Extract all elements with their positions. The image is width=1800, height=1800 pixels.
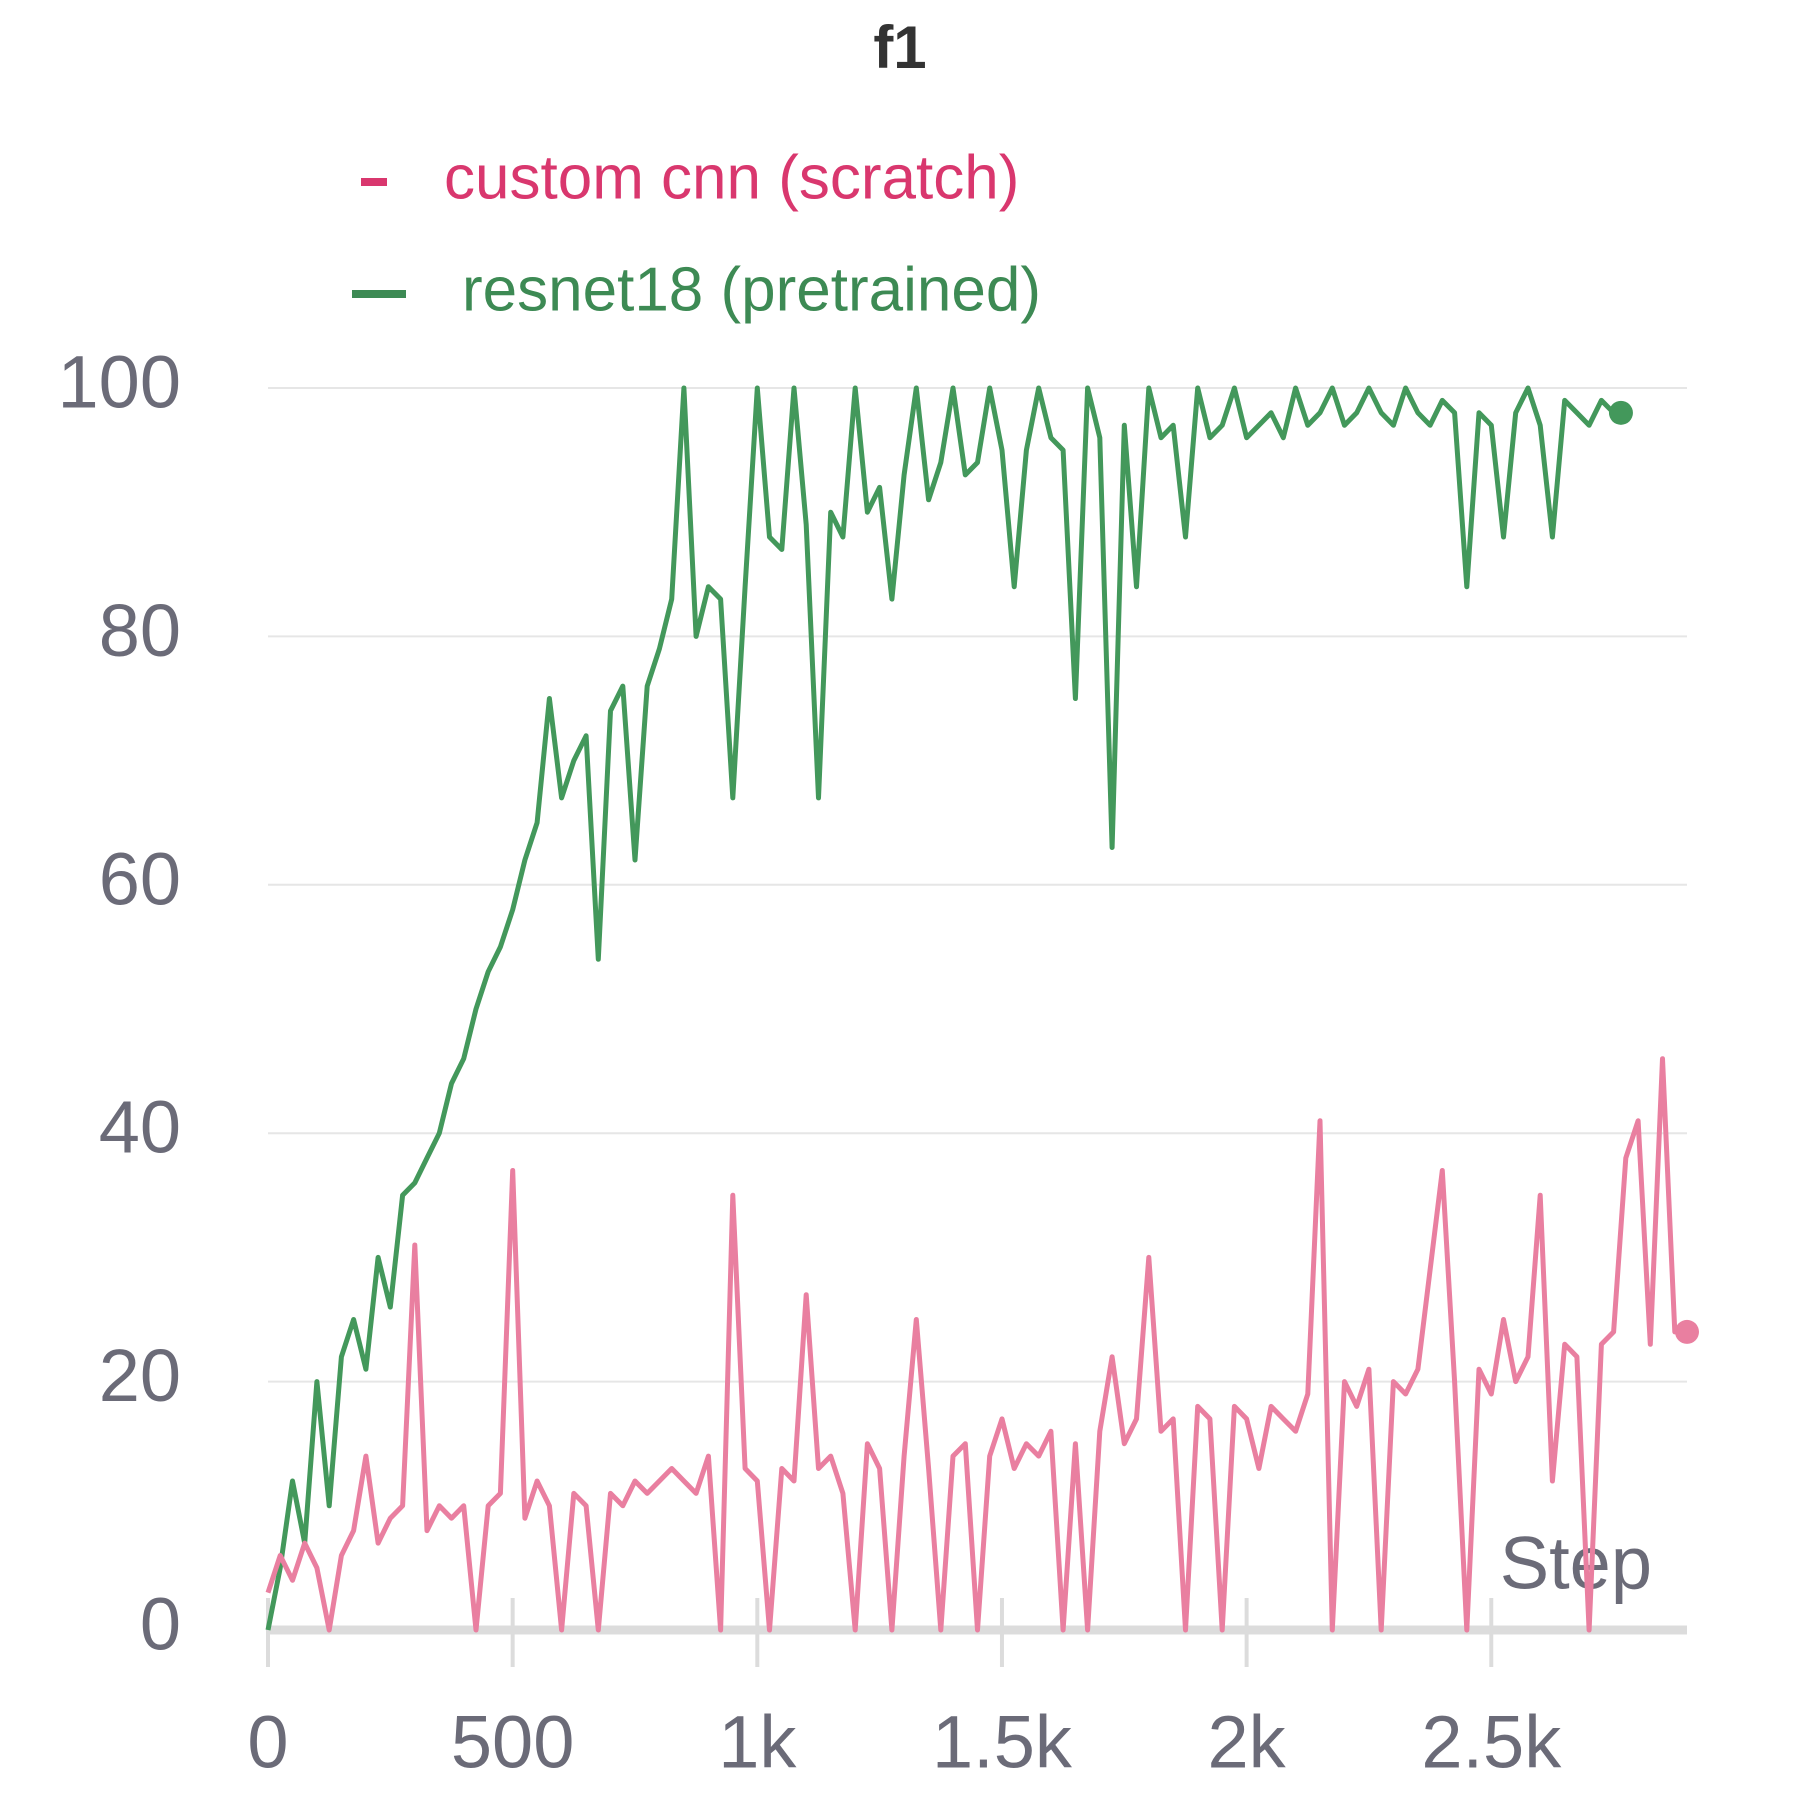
y-tick-label: 80 bbox=[99, 589, 181, 672]
y-tick-label: 20 bbox=[99, 1334, 181, 1417]
series-line bbox=[265, 385, 1621, 1631]
end-point bbox=[1675, 1319, 1699, 1344]
y-tick-label: 60 bbox=[99, 837, 181, 920]
y-tick-label: 0 bbox=[140, 1583, 181, 1666]
series-line bbox=[265, 1056, 1687, 1633]
x-tick-label: 1k bbox=[718, 1701, 797, 1784]
legend-label: custom cnn (scratch) bbox=[444, 143, 1019, 212]
legend-label: resnet18 (pretrained) bbox=[462, 255, 1041, 324]
x-tick-label: 0 bbox=[247, 1701, 288, 1784]
y-tick-label: 40 bbox=[99, 1086, 181, 1169]
x-tick-label: 2.5k bbox=[1421, 1701, 1562, 1784]
x-tick-label: 1.5k bbox=[932, 1701, 1073, 1784]
x-axis-label: Step bbox=[1500, 1522, 1652, 1605]
chart-title: f1 bbox=[873, 14, 926, 81]
y-tick-label: 100 bbox=[58, 341, 181, 424]
x-tick-label: 500 bbox=[451, 1701, 574, 1784]
x-tick-label: 2k bbox=[1208, 1701, 1287, 1784]
end-point bbox=[1608, 400, 1633, 425]
